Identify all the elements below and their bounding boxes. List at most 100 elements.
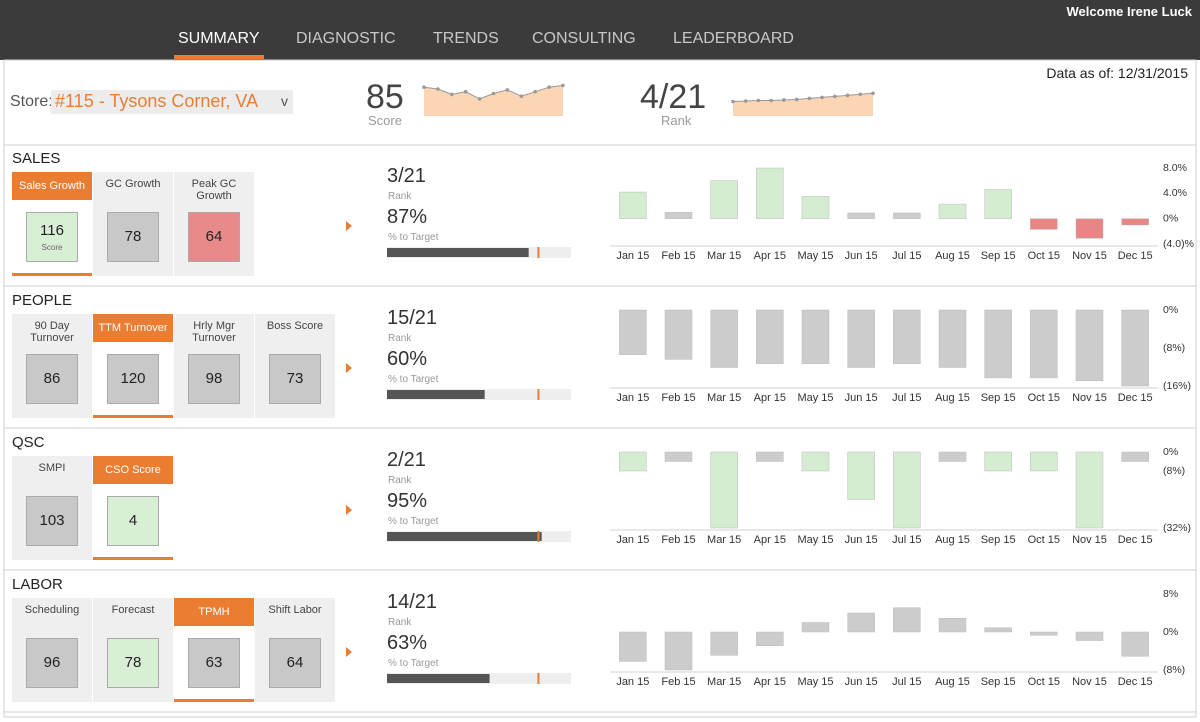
y-tick-label: 8.0% bbox=[1163, 162, 1187, 174]
tile[interactable]: Forecast 78 bbox=[93, 598, 173, 702]
sparkline-point bbox=[871, 91, 875, 96]
x-tick-label: Feb 15 bbox=[661, 676, 695, 688]
x-tick-label: May 15 bbox=[797, 676, 833, 688]
pct-caption: % to Target bbox=[388, 232, 439, 243]
x-tick-label: Aug 15 bbox=[935, 534, 970, 546]
sparkline-point bbox=[547, 85, 551, 89]
bar bbox=[893, 212, 921, 219]
tile[interactable]: Sales Growth 116 Score bbox=[12, 172, 92, 276]
tile-value-box: 64 bbox=[188, 212, 240, 262]
progress-target bbox=[537, 389, 540, 400]
tile-value: 120 bbox=[120, 370, 146, 387]
bar bbox=[938, 309, 967, 368]
expand-arrow bbox=[346, 363, 352, 373]
nav-tab[interactable]: SUMMARY bbox=[178, 30, 260, 47]
tile[interactable]: CSO Score 4 bbox=[93, 456, 173, 560]
x-tick-label: Nov 15 bbox=[1072, 676, 1107, 688]
tile[interactable]: TTM Turnover 120 bbox=[93, 314, 173, 418]
tile[interactable]: TPMH 63 bbox=[174, 598, 254, 702]
bar bbox=[756, 451, 784, 462]
tile[interactable]: GC Growth 78 bbox=[93, 172, 173, 276]
tile-label: TTM Turnover bbox=[93, 314, 173, 342]
tile-value-box: 116 Score bbox=[26, 212, 78, 262]
bar bbox=[984, 309, 1012, 379]
score-caption: Score bbox=[368, 113, 402, 128]
tile-label: Forecast bbox=[111, 604, 155, 616]
bar bbox=[1075, 309, 1104, 382]
bar bbox=[710, 451, 738, 529]
bar bbox=[847, 309, 875, 368]
x-tick-label: Aug 15 bbox=[935, 250, 970, 262]
tile[interactable]: Hrly Mgr Turnover 98 bbox=[174, 314, 254, 418]
welcome: Welcome Irene Luck bbox=[1066, 4, 1192, 19]
bar bbox=[847, 451, 875, 500]
pct: 87% bbox=[387, 206, 428, 228]
nav-tab[interactable]: LEADERBOARD bbox=[673, 30, 794, 47]
tile-value: 78 bbox=[124, 228, 142, 245]
sparkline-point bbox=[743, 99, 748, 103]
y-tick-label: 0% bbox=[1163, 626, 1178, 638]
x-tick-label: Jul 15 bbox=[892, 392, 921, 404]
bar bbox=[1121, 451, 1149, 462]
bar bbox=[664, 631, 693, 671]
y-tick-label: (8%) bbox=[1163, 664, 1185, 676]
x-tick-label: Apr 15 bbox=[754, 676, 786, 688]
bar bbox=[1075, 451, 1104, 529]
tile[interactable]: Boss Score 73 bbox=[255, 314, 335, 418]
sparkline-point bbox=[491, 91, 496, 96]
bar bbox=[801, 622, 830, 633]
x-tick-label: Jul 15 bbox=[892, 250, 921, 262]
sparkline-point bbox=[845, 93, 850, 98]
bar bbox=[938, 617, 967, 633]
x-tick-label: Jan 15 bbox=[616, 534, 649, 546]
y-tick-label: (16%) bbox=[1163, 380, 1191, 392]
bar bbox=[710, 180, 738, 219]
tile[interactable]: Scheduling 96 bbox=[12, 598, 92, 702]
progress-target bbox=[537, 247, 540, 258]
tile-label: Hrly Mgr Turnover bbox=[192, 320, 236, 344]
x-tick-label: Oct 15 bbox=[1028, 676, 1060, 688]
bar bbox=[847, 212, 875, 219]
expand-arrow bbox=[346, 221, 352, 231]
tile-sub: Score bbox=[41, 243, 63, 252]
sparkline-point bbox=[820, 95, 824, 100]
sparkline-line bbox=[732, 92, 874, 103]
x-tick-label: Dec 15 bbox=[1118, 676, 1153, 688]
x-tick-label: Jul 15 bbox=[892, 534, 921, 546]
x-tick-label: Mar 15 bbox=[707, 392, 741, 404]
pct: 63% bbox=[387, 632, 428, 654]
store-dropdown[interactable]: #115 - Tysons Corner, VA v bbox=[51, 90, 293, 114]
y-tick-label: (8%) bbox=[1163, 465, 1185, 477]
progress-fill bbox=[387, 248, 529, 257]
tile-value: 73 bbox=[286, 370, 304, 387]
x-tick-label: Apr 15 bbox=[754, 392, 786, 404]
rank-value: 4/21 bbox=[640, 78, 707, 116]
tile[interactable]: 90 Day Turnover 86 bbox=[12, 314, 92, 418]
nav-tab[interactable]: TRENDS bbox=[433, 30, 499, 47]
tile[interactable]: SMPI 103 bbox=[12, 456, 92, 560]
x-tick-label: Feb 15 bbox=[661, 250, 695, 262]
pct-caption: % to Target bbox=[388, 516, 439, 527]
progress-target bbox=[537, 673, 540, 684]
nav-tab[interactable]: CONSULTING bbox=[532, 30, 636, 47]
page-frame bbox=[3, 59, 1197, 718]
bar bbox=[938, 451, 967, 462]
x-tick-label: Aug 15 bbox=[935, 676, 970, 688]
tile-value: 64 bbox=[286, 654, 304, 671]
bar bbox=[1030, 218, 1058, 230]
x-tick-label: Apr 15 bbox=[754, 250, 786, 262]
bar bbox=[756, 167, 784, 219]
x-tick-label: Aug 15 bbox=[935, 392, 970, 404]
tile-label: Peak GC Growth bbox=[191, 178, 237, 202]
bar bbox=[1030, 631, 1058, 636]
tile[interactable]: Peak GC Growth 64 bbox=[174, 172, 254, 276]
sparkline-point bbox=[858, 92, 863, 97]
bar bbox=[893, 309, 921, 364]
nav-tab[interactable]: DIAGNOSTIC bbox=[296, 30, 396, 47]
bar bbox=[664, 451, 693, 462]
tile[interactable]: Shift Labor 64 bbox=[255, 598, 335, 702]
progress-target bbox=[537, 531, 540, 542]
rank-caption: Rank bbox=[388, 617, 412, 628]
section-title: PEOPLE bbox=[12, 292, 73, 309]
